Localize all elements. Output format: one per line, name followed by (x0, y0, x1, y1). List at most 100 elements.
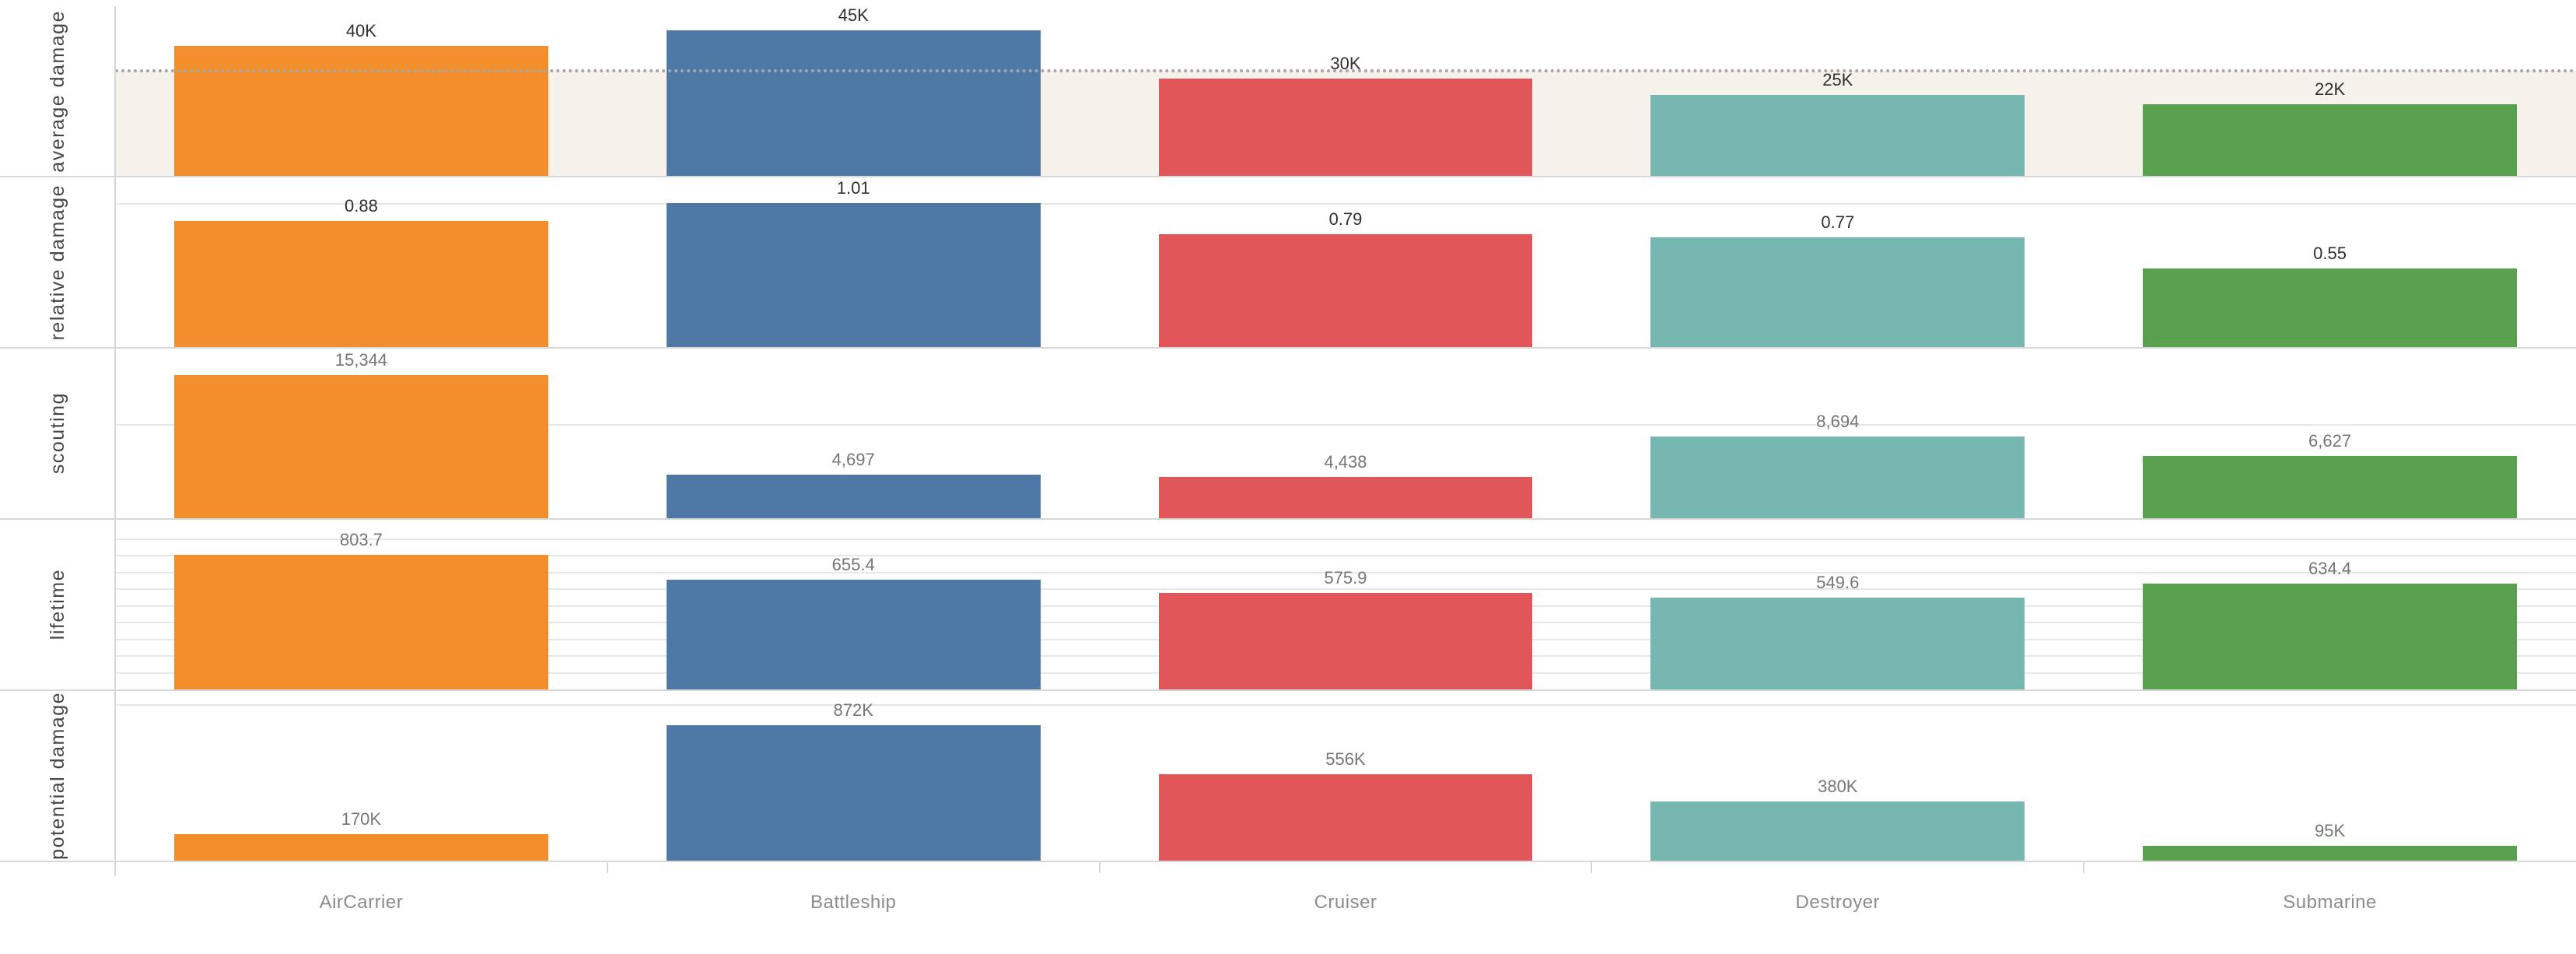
value-label-scouting-aircarrier: 15,344 (334, 349, 388, 370)
pane-row-relative-damage: relative damage 0.88 1.01 0.79 0.77 0.55 (0, 177, 2576, 349)
value-label-relative-damage-aircarrier: 0.88 (344, 196, 378, 216)
y-axis-line (114, 6, 116, 876)
bar-potential-damage-battleship[interactable] (666, 724, 1041, 861)
bar-average-damage-cruiser[interactable] (1158, 79, 1533, 176)
pane-potential-damage: 170K 872K 556K 380K 95K (115, 691, 2576, 861)
value-label-potential-damage-battleship: 872K (833, 700, 873, 720)
value-label-lifetime-destroyer: 549.6 (1816, 572, 1860, 592)
column-potential-damage-destroyer: 380K (1591, 691, 2084, 861)
column-average-damage-submarine: 22K (2084, 6, 2576, 176)
bar-potential-damage-aircarrier[interactable] (173, 834, 548, 861)
bar-lifetime-destroyer[interactable] (1650, 597, 2025, 689)
value-label-lifetime-cruiser: 575.9 (1324, 568, 1367, 588)
column-scouting-submarine: 6,627 (2084, 349, 2576, 518)
column-average-damage-battleship: 45K (607, 5, 1100, 176)
column-relative-damage-aircarrier: 0.88 (115, 177, 607, 347)
bar-average-damage-destroyer[interactable] (1650, 94, 2025, 176)
gridline (115, 571, 2576, 573)
column-boundary-tick (1591, 862, 1593, 873)
bar-lifetime-aircarrier[interactable] (173, 555, 548, 689)
gridline (115, 704, 2576, 706)
value-label-potential-damage-aircarrier: 170K (341, 809, 382, 829)
bar-average-damage-submarine[interactable] (2143, 104, 2518, 176)
bar-potential-damage-destroyer[interactable] (1650, 801, 2025, 861)
pane-row-average-damage: average damage 40K 45K 30K 25K 22K (0, 5, 2576, 177)
bar-lifetime-submarine[interactable] (2143, 583, 2518, 689)
bar-scouting-destroyer[interactable] (1650, 437, 2025, 518)
chart-rows: average damage 40K 45K 30K 25K 22K relative da… (0, 5, 2576, 862)
value-label-potential-damage-submarine: 95K (2315, 821, 2346, 840)
pane-average-damage: 40K 45K 30K 25K 22K (115, 5, 2576, 176)
x-axis-labels: AirCarrier Battleship Cruiser Destroyer Subm… (115, 862, 2576, 954)
value-label-potential-damage-cruiser: 556K (1325, 749, 1366, 769)
value-label-potential-damage-destroyer: 380K (1818, 777, 1858, 796)
gridline (115, 588, 2576, 591)
column-average-damage-aircarrier: 40K (115, 6, 607, 176)
column-lifetime-aircarrier: 803.7 (115, 520, 607, 689)
column-relative-damage-battleship: 1.01 (607, 177, 1100, 347)
column-average-damage-cruiser: 30K (1100, 6, 1592, 176)
bar-lifetime-battleship[interactable] (666, 580, 1041, 689)
column-potential-damage-aircarrier: 170K (115, 691, 607, 861)
bar-scouting-battleship[interactable] (666, 474, 1041, 518)
column-average-damage-destroyer: 25K (1591, 6, 2084, 176)
bar-potential-damage-submarine[interactable] (2143, 846, 2518, 861)
average-reference-line (115, 69, 2576, 73)
value-label-relative-damage-destroyer: 0.77 (1821, 212, 1855, 232)
value-label-lifetime-submarine: 634.4 (2308, 558, 2352, 578)
x-axis-ticks (115, 862, 2576, 873)
row-label-cell-potential-damage: potential damage (0, 691, 115, 861)
column-relative-damage-submarine: 0.55 (2084, 177, 2576, 347)
bar-relative-damage-cruiser[interactable] (1158, 233, 1533, 347)
row-label-scouting[interactable]: scouting (46, 392, 68, 475)
gridline (115, 203, 2576, 205)
value-label-average-damage-battleship: 45K (838, 5, 869, 25)
bar-relative-damage-battleship[interactable] (666, 202, 1041, 347)
column-lifetime-submarine: 634.4 (2084, 520, 2576, 689)
bar-relative-damage-aircarrier[interactable] (173, 221, 548, 347)
value-label-relative-damage-cruiser: 0.79 (1328, 209, 1363, 229)
column-lifetime-destroyer: 549.6 (1591, 520, 2084, 689)
value-label-lifetime-aircarrier: 803.7 (339, 530, 383, 550)
category-label-submarine[interactable]: Submarine (2283, 892, 2377, 913)
gridline (115, 555, 2576, 557)
row-label-potential-damage[interactable]: potential damage (46, 692, 68, 860)
value-label-relative-damage-submarine: 0.55 (2313, 244, 2347, 263)
bar-scouting-aircarrier[interactable] (173, 374, 548, 518)
value-label-average-damage-destroyer: 25K (1822, 69, 1853, 89)
value-label-relative-damage-battleship: 1.01 (836, 177, 870, 198)
row-label-lifetime[interactable]: lifetime (46, 569, 68, 640)
bar-scouting-submarine[interactable] (2143, 456, 2518, 518)
pane-row-potential-damage: potential damage 170K 872K 556K 380K 95K (0, 691, 2576, 862)
gridline (115, 538, 2576, 540)
pane-lifetime: 803.7 655.4 575.9 549.6 634.4 (115, 520, 2576, 689)
category-label-aircarrier[interactable]: AirCarrier (319, 892, 404, 913)
column-relative-damage-cruiser: 0.79 (1100, 177, 1592, 347)
category-label-destroyer[interactable]: Destroyer (1795, 892, 1881, 913)
category-label-cruiser[interactable]: Cruiser (1314, 892, 1377, 913)
bar-lifetime-cruiser[interactable] (1158, 593, 1533, 689)
pane-scouting: 15,344 4,697 4,438 8,694 6,627 (115, 349, 2576, 518)
value-label-average-damage-submarine: 22K (2315, 79, 2346, 100)
bar-relative-damage-submarine[interactable] (2143, 268, 2518, 347)
column-scouting-destroyer: 8,694 (1591, 349, 2084, 518)
column-scouting-aircarrier: 15,344 (115, 349, 607, 518)
column-potential-damage-submarine: 95K (2084, 691, 2576, 861)
value-label-scouting-destroyer: 8,694 (1816, 412, 1860, 432)
bar-average-damage-battleship[interactable] (666, 30, 1041, 176)
bar-average-damage-aircarrier[interactable] (173, 46, 548, 176)
value-label-scouting-battleship: 4,697 (831, 449, 875, 469)
value-label-average-damage-aircarrier: 40K (345, 21, 376, 41)
bar-potential-damage-cruiser[interactable] (1158, 773, 1533, 861)
row-label-cell-scouting: scouting (0, 349, 115, 518)
value-label-scouting-submarine: 6,627 (2308, 431, 2352, 451)
pane-relative-damage: 0.88 1.01 0.79 0.77 0.55 (115, 177, 2576, 347)
gridline (115, 423, 2576, 426)
category-label-battleship[interactable]: Battleship (810, 892, 897, 913)
column-lifetime-cruiser: 575.9 (1100, 520, 1592, 689)
column-potential-damage-cruiser: 556K (1100, 691, 1592, 861)
value-label-scouting-cruiser: 4,438 (1324, 451, 1367, 472)
bar-scouting-cruiser[interactable] (1158, 476, 1533, 518)
column-potential-damage-battleship: 872K (607, 691, 1100, 861)
bar-relative-damage-destroyer[interactable] (1650, 237, 2025, 347)
